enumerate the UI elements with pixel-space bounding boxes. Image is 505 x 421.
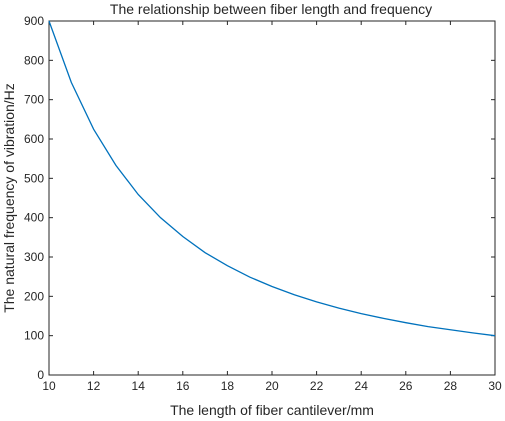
y-axis: 0 100 200 300 400 500 600 700 800 900: [24, 14, 495, 382]
y-tick-label: 800: [24, 53, 44, 67]
y-tick-label: 0: [37, 368, 44, 382]
series-line: [48, 20, 496, 337]
x-tick-label: 18: [221, 379, 235, 393]
y-axis-label: The natural frequency of vibration/Hz: [1, 83, 17, 313]
y-tick-label: 100: [24, 329, 44, 343]
y-tick-label: 400: [24, 211, 44, 225]
x-axis: 10 12 14 16 18 20 22 24 26 28 30: [42, 21, 502, 393]
x-tick-label: 10: [42, 379, 56, 393]
x-tick-label: 24: [355, 379, 369, 393]
x-tick-label: 26: [399, 379, 413, 393]
x-tick-label: 12: [87, 379, 101, 393]
x-tick-label: 30: [488, 379, 502, 393]
y-tick-label: 700: [24, 93, 44, 107]
x-tick-label: 14: [132, 379, 146, 393]
y-tick-label: 600: [24, 132, 44, 146]
plot-area: [48, 20, 496, 376]
x-axis-label: The length of fiber cantilever/mm: [170, 402, 374, 418]
x-tick-label: 16: [176, 379, 190, 393]
chart-title: The relationship between fiber length an…: [110, 1, 432, 17]
y-tick-label: 200: [24, 289, 44, 303]
y-tick-label: 500: [24, 171, 44, 185]
x-tick-label: 28: [444, 379, 458, 393]
y-tick-label: 900: [24, 14, 44, 28]
x-tick-label: 20: [265, 379, 279, 393]
y-tick-label: 300: [24, 250, 44, 264]
x-tick-label: 22: [310, 379, 324, 393]
